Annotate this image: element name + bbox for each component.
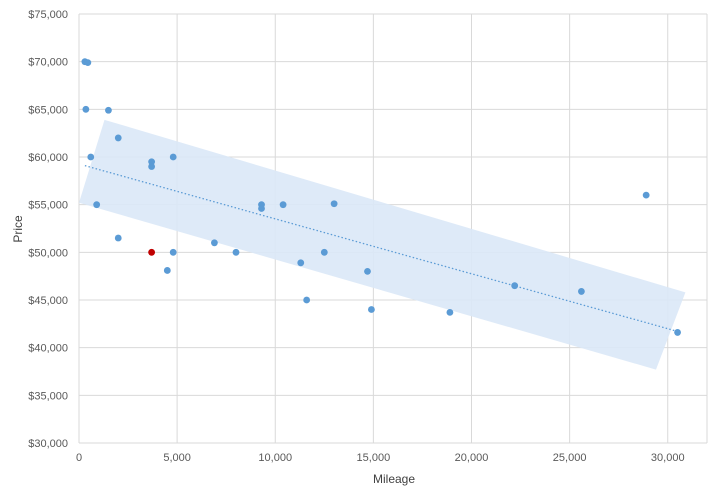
trendline: [84, 164, 678, 333]
data-point: [148, 158, 156, 166]
data-point: [446, 308, 454, 316]
y-tick-label: $45,000: [28, 295, 68, 307]
y-tick-label: $65,000: [28, 104, 68, 116]
data-point: [211, 239, 218, 247]
data-point: [364, 268, 371, 275]
data-point: [169, 153, 177, 161]
data-point: [330, 200, 338, 208]
data-points: [81, 58, 681, 336]
data-point: [169, 248, 177, 256]
x-tick-label: 5,000: [163, 452, 191, 464]
x-tick-label: 10,000: [258, 452, 292, 464]
data-point: [511, 282, 519, 290]
y-tick-label: $55,000: [28, 200, 68, 212]
x-tick-label: 20,000: [455, 452, 489, 464]
data-point: [232, 248, 240, 256]
data-point: [642, 191, 650, 199]
data-point: [297, 259, 305, 267]
y-tick-label: $60,000: [28, 152, 68, 164]
y-tick-label: $50,000: [28, 247, 68, 259]
y-tick-label: $40,000: [28, 343, 68, 355]
data-point: [163, 267, 171, 274]
y-axis-title: Price: [11, 215, 25, 243]
data-point: [578, 288, 585, 295]
y-axis-ticks: $30,000 $35,000 $40,000 $45,000 $50,000 $55,0…: [28, 9, 68, 450]
confidence-band: [79, 119, 686, 370]
x-axis-title: Mileage: [373, 472, 415, 486]
data-point: [674, 329, 681, 336]
data-point: [84, 59, 92, 67]
y-tick-label: $35,000: [28, 390, 68, 402]
data-point: [148, 163, 156, 170]
data-point: [368, 306, 375, 313]
y-tick-label: $75,000: [28, 9, 68, 21]
data-point: [87, 153, 95, 161]
x-tick-label: 25,000: [553, 452, 587, 464]
data-point: [82, 105, 90, 113]
y-tick-label: $30,000: [28, 438, 68, 450]
data-point: [114, 134, 122, 142]
highlighted-point: [148, 248, 156, 256]
data-point: [114, 234, 122, 242]
y-tick-label: $70,000: [28, 57, 68, 69]
data-point: [279, 201, 287, 209]
x-tick-label: 30,000: [651, 452, 685, 464]
confidence-band-area: [79, 119, 686, 370]
x-axis-ticks: 0 5,000 10,000 15,000 20,000 25,000 30,000: [76, 452, 685, 464]
data-point: [303, 296, 311, 304]
trendline-line: [84, 164, 678, 333]
x-tick-label: 15,000: [357, 452, 391, 464]
data-point: [93, 201, 101, 209]
x-tick-label: 0: [76, 452, 82, 464]
data-point: [105, 106, 112, 114]
data-point: [320, 248, 328, 256]
data-point: [258, 205, 265, 212]
